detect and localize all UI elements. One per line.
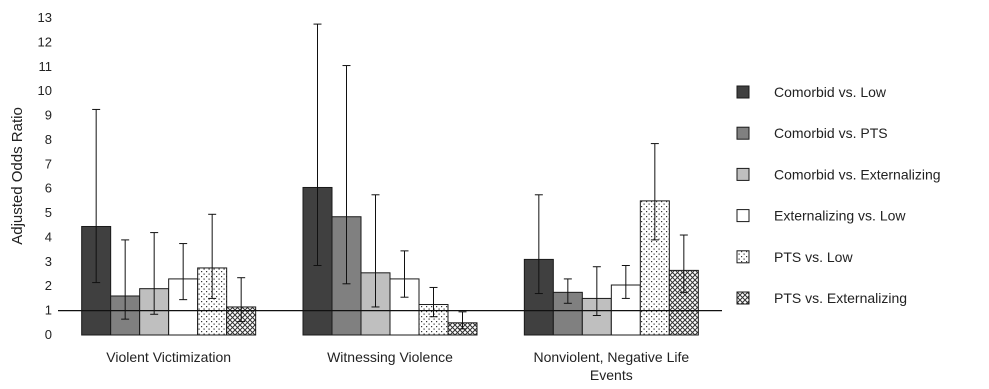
y-tick-label: 12 <box>38 34 52 49</box>
y-tick-label: 11 <box>39 59 53 74</box>
plot-area <box>58 23 722 336</box>
legend-label: Externalizing vs. Low <box>774 208 906 224</box>
y-tick-label: 7 <box>45 156 52 171</box>
x-category-label: Nonviolent, Negative Life <box>534 349 690 365</box>
y-tick-label: 1 <box>45 303 52 318</box>
y-tick-label: 5 <box>45 205 52 220</box>
legend-swatch <box>736 291 750 305</box>
legend-label: PTS vs. Low <box>774 249 853 265</box>
legend-swatch <box>736 250 750 264</box>
legend-label: PTS vs. Externalizing <box>774 290 907 306</box>
legend-label: Comorbid vs. Externalizing <box>774 166 941 182</box>
x-category-label: Witnessing Violence <box>327 349 453 365</box>
y-tick-label: 13 <box>38 10 52 25</box>
category-labels: Violent Victimization Witnessing Violence… <box>106 349 689 383</box>
legend-swatch <box>736 209 750 223</box>
x-category-label: Violent Victimization <box>106 349 231 365</box>
legend-swatch <box>736 85 750 99</box>
y-tick-label: 6 <box>45 181 52 196</box>
y-tick-label: 4 <box>45 229 52 244</box>
y-axis-label: Adjusted Odds Ratio <box>9 107 26 245</box>
legend-label: Comorbid vs. PTS <box>774 125 888 141</box>
y-tick-label: 2 <box>45 278 52 293</box>
y-tick-label: 3 <box>45 254 52 269</box>
legend: Comorbid vs. Low Comorbid vs. PTS Comorbid… <box>736 84 941 306</box>
legend-swatch <box>736 167 750 181</box>
legend-label: Comorbid vs. Low <box>774 84 887 100</box>
y-tick-label: 10 <box>38 83 52 98</box>
y-tick-label: 0 <box>45 327 52 342</box>
legend-swatch <box>736 126 750 140</box>
y-tick-label: 9 <box>45 108 52 123</box>
x-category-label: Events <box>590 367 633 383</box>
y-tick-label: 8 <box>45 132 52 147</box>
